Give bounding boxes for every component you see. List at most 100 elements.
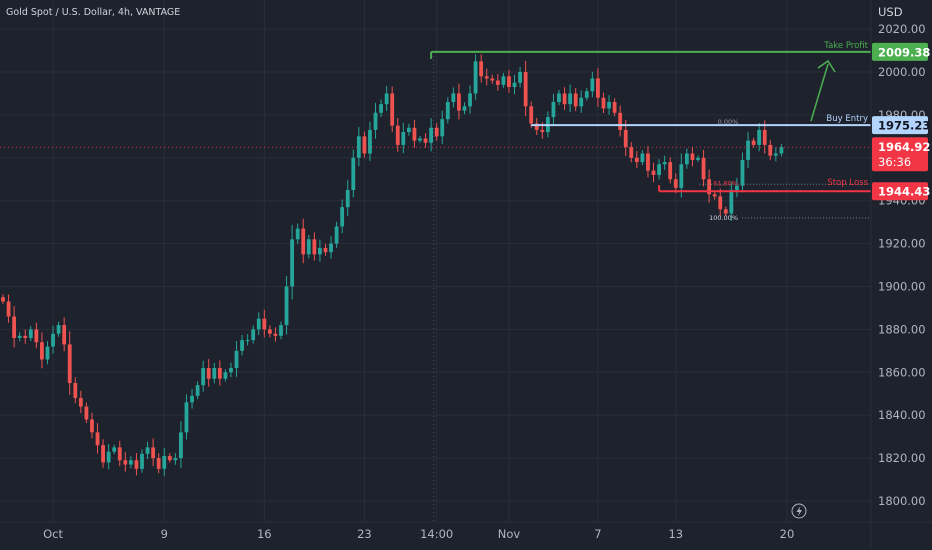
candle (23, 329, 28, 344)
candle (773, 147, 778, 162)
candle-body (67, 344, 72, 384)
candle-body (740, 159, 745, 186)
candle (301, 218, 306, 264)
candle (90, 412, 94, 439)
candle (662, 155, 667, 170)
candle (579, 90, 584, 113)
price-tick-label: 1840.00 (878, 408, 926, 422)
candle-body (51, 333, 55, 347)
candle (195, 381, 200, 400)
candle (423, 133, 428, 148)
projection-arrow[interactable] (810, 59, 836, 122)
candle (395, 118, 400, 152)
candle-body (406, 127, 411, 133)
price-label-buy-entry: 1975.23 (872, 116, 930, 135)
replay-button[interactable] (791, 503, 807, 519)
candle (673, 173, 678, 194)
candle (217, 360, 222, 386)
trade-levels[interactable]: Take Profit Buy Entry Stop Loss (430, 41, 871, 193)
candle-body (295, 228, 300, 240)
candle-body (345, 189, 350, 208)
candle-body (612, 102, 617, 113)
candle-body (579, 97, 584, 107)
candle-body (312, 239, 317, 255)
candle (368, 121, 372, 161)
candle-body (323, 247, 328, 253)
candle-body (495, 80, 500, 85)
candle (562, 87, 567, 110)
level-take-profit[interactable]: Take Profit (430, 41, 871, 59)
candle-body (134, 460, 139, 469)
candle-body (607, 102, 611, 109)
candle-body (234, 350, 239, 369)
candle (40, 332, 44, 369)
candle (512, 74, 517, 95)
candle-body (262, 318, 267, 330)
arrow-shaft (810, 63, 829, 122)
candle (584, 88, 589, 101)
candle-body (273, 333, 278, 336)
candle-body (184, 402, 189, 433)
candle-body (290, 239, 295, 287)
candle-body (251, 329, 256, 341)
candle-body (746, 140, 750, 160)
time-axis[interactable]: Oct 9 16 23 14:00 Nov 7 13 20 (43, 527, 794, 541)
candle-body (462, 106, 467, 111)
candle-body (673, 179, 678, 188)
candle (6, 294, 11, 323)
time-tick-label: 20 (780, 527, 795, 541)
fib-retracement[interactable]: 0.00% 61.80% 100.00% (709, 118, 871, 222)
candle (723, 206, 728, 217)
price-label-box (872, 116, 928, 135)
candle-body (56, 325, 61, 334)
candle (173, 453, 178, 465)
candle-body (34, 329, 39, 343)
candle (267, 325, 272, 338)
candle-body (306, 239, 311, 255)
candle-body (712, 194, 717, 197)
candle (351, 149, 356, 198)
price-axis-background[interactable] (871, 0, 932, 522)
candle-body (412, 127, 417, 141)
candle-body (195, 385, 200, 396)
candle (573, 88, 578, 112)
candle-body (217, 368, 222, 379)
candle-body (329, 243, 333, 253)
candle-body (723, 209, 728, 214)
candle (17, 332, 22, 342)
candle (179, 421, 183, 469)
candle (568, 84, 573, 113)
candle-body (340, 207, 345, 227)
candle (479, 54, 484, 83)
candle (156, 453, 161, 474)
candle (651, 162, 656, 183)
candle-body (112, 447, 117, 452)
fib-label: 61.80% (713, 180, 738, 188)
candle (507, 69, 511, 93)
candle (78, 390, 83, 414)
level-buy-entry[interactable]: Buy Entry (531, 114, 871, 127)
level-stop-loss[interactable]: Stop Loss (658, 178, 871, 193)
candle-body (284, 286, 289, 326)
fib-label: 0.00% (718, 118, 739, 126)
candle (245, 334, 250, 346)
candle-body (318, 247, 322, 255)
candle-body (373, 112, 378, 130)
candle-body (6, 301, 11, 317)
candle-body (28, 329, 33, 338)
candle (56, 321, 61, 337)
lightning-icon (796, 506, 802, 517)
candle (128, 456, 133, 469)
candle (590, 71, 595, 98)
candle-body (334, 226, 339, 244)
time-tick-label: Nov (498, 527, 521, 541)
candle (329, 236, 333, 259)
candle-body (640, 153, 645, 163)
candle (34, 322, 39, 349)
replay-button-circle[interactable] (791, 503, 807, 519)
candle (779, 143, 784, 157)
candle-body (573, 93, 578, 107)
candle (229, 362, 233, 378)
